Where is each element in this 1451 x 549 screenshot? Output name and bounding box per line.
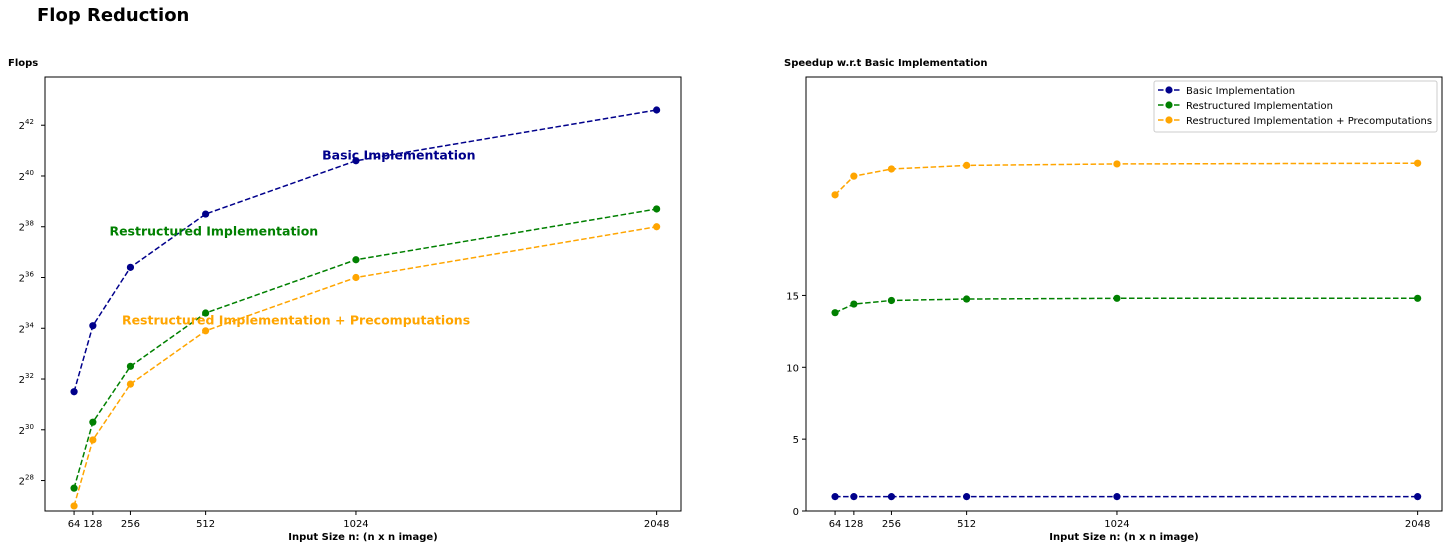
y-tick-exponent: 36 (25, 271, 34, 279)
series-line-restructured (834, 297, 1418, 314)
flops-plot-frame (44, 76, 682, 512)
legend-marker-precomp (1165, 116, 1173, 124)
y-tick-label: 5 (793, 435, 799, 446)
y-tick-exponent: 42 (25, 118, 34, 126)
y-tick-label: 0 (793, 507, 799, 518)
y-tick-exponent: 30 (25, 423, 34, 431)
x-tick-label: 256 (121, 519, 140, 530)
data-point-precomp (202, 327, 210, 335)
x-tick-label: 512 (957, 519, 976, 530)
y-tick-exponent: 34 (25, 321, 34, 329)
speedup-chart: Speedup w.r.t Basic Implementation 64 128… (784, 58, 1443, 543)
x-tick-label: 1024 (343, 519, 368, 530)
x-tick-label: 64 (829, 519, 842, 530)
data-point-precomp (1414, 159, 1422, 167)
data-point-basic (887, 493, 896, 501)
y-tick-exponent: 28 (25, 474, 34, 482)
annotation-precomp: Restructured Implementation + Precomputa… (122, 312, 470, 327)
y-tick-label: 2 (19, 172, 25, 183)
figure-title: Flop Reduction (37, 5, 189, 26)
flops-x-axis-label: Input Size n: (n x n image) (288, 532, 438, 543)
data-point-precomp (126, 380, 135, 388)
x-tick-label: 2048 (644, 519, 669, 530)
series-line-precomp (834, 162, 1418, 196)
data-point-precomp (70, 502, 78, 510)
speedup-chart-title: Speedup w.r.t Basic Implementation (784, 58, 988, 69)
speedup-ticks: 64 128 256 512 1024 2048 0 5 10 15 (786, 291, 1430, 530)
y-tick-label: 2 (19, 121, 25, 132)
data-point-basic (202, 210, 210, 218)
legend-label-restructured: Restructured Implementation (1186, 101, 1333, 112)
data-point-restructured (89, 418, 97, 426)
annotation-restructured: Restructured Implementation (109, 224, 318, 239)
data-point-basic (126, 263, 135, 271)
speedup-plot-frame (805, 76, 1443, 512)
x-tick-label: 256 (882, 519, 901, 530)
flops-annotations: Basic Implementation Restructured Impleme… (109, 147, 475, 327)
speedup-legend: Basic Implementation Restructured Impleme… (1153, 80, 1438, 133)
data-point-basic (831, 493, 839, 501)
data-point-basic (653, 106, 661, 114)
data-point-restructured (850, 300, 858, 308)
x-tick-label: 512 (196, 519, 215, 530)
data-point-basic (352, 157, 360, 165)
legend-box (1153, 80, 1438, 133)
data-point-precomp (887, 165, 896, 173)
x-tick-label: 128 (844, 519, 863, 530)
flops-chart-title: Flops (8, 58, 38, 69)
data-point-restructured (1414, 294, 1422, 302)
y-tick-exponent: 38 (25, 220, 34, 228)
x-tick-label: 1024 (1104, 519, 1129, 530)
data-point-restructured (887, 296, 896, 305)
legend-marker-basic (1165, 86, 1173, 94)
data-point-precomp (1113, 160, 1121, 168)
legend-label-basic: Basic Implementation (1186, 86, 1295, 97)
data-point-basic (70, 388, 78, 396)
flops-series (70, 106, 661, 510)
legend-label-precomp: Restructured Implementation + Precomputa… (1186, 116, 1432, 127)
data-point-basic (850, 493, 858, 501)
data-point-precomp (831, 191, 839, 199)
data-point-basic (963, 493, 971, 501)
data-point-restructured (963, 295, 971, 303)
data-point-restructured (202, 309, 210, 317)
data-point-restructured (831, 309, 839, 317)
data-point-restructured (352, 256, 360, 264)
data-point-basic (1414, 493, 1422, 501)
data-point-restructured (126, 362, 135, 370)
y-tick-label: 2 (19, 426, 25, 437)
data-point-precomp (963, 161, 971, 169)
data-point-precomp (352, 273, 360, 282)
data-point-restructured (1113, 294, 1121, 302)
y-tick-label: 2 (19, 274, 25, 285)
y-tick-label: 10 (786, 363, 799, 374)
y-tick-exponent: 32 (25, 372, 34, 380)
y-tick-label: 2 (19, 375, 25, 386)
y-tick-label: 2 (19, 223, 25, 234)
x-tick-label: 64 (68, 519, 81, 530)
y-tick-label: 2 (19, 324, 25, 335)
data-point-basic (1113, 493, 1121, 501)
y-tick-label: 2 (19, 477, 25, 488)
data-point-precomp (89, 436, 97, 444)
annotation-basic: Basic Implementation (322, 147, 475, 162)
legend-marker-restructured (1165, 101, 1173, 109)
data-point-restructured (70, 484, 78, 492)
series-line-precomp (73, 226, 657, 507)
data-point-basic (89, 322, 97, 330)
y-tick-label: 15 (786, 291, 799, 302)
speedup-series (831, 159, 1422, 501)
x-tick-label: 128 (83, 519, 102, 530)
speedup-x-axis-label: Input Size n: (n x n image) (1049, 532, 1199, 543)
data-point-precomp (850, 172, 858, 180)
series-line-restructured (73, 208, 657, 489)
y-tick-exponent: 40 (25, 169, 34, 177)
series-line-basic (73, 109, 657, 392)
data-point-precomp (653, 223, 661, 231)
data-point-restructured (653, 205, 661, 213)
x-tick-label: 2048 (1405, 519, 1430, 530)
